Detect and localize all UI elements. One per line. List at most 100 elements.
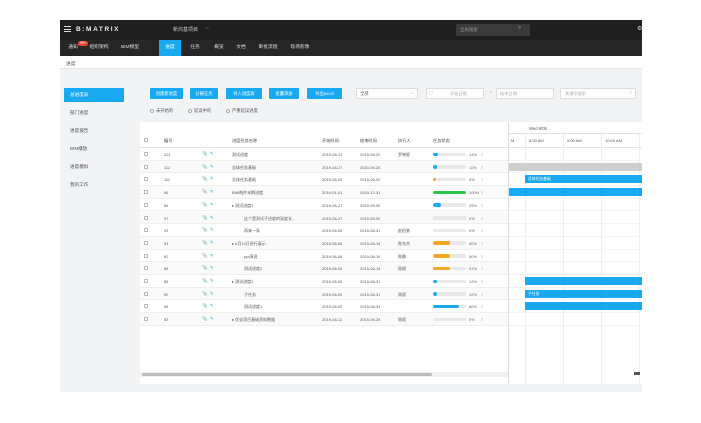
edit-icon[interactable]: ✎ — [210, 176, 214, 182]
sidebar-item-my-work[interactable]: 我的工作 — [70, 182, 89, 187]
row-checkbox[interactable] — [144, 317, 148, 322]
attachment-icon[interactable]: 📎 — [202, 239, 208, 245]
gantt-bar[interactable] — [525, 302, 642, 311]
import-schedule-button[interactable]: 导入进度表 — [226, 88, 262, 99]
keyword-search-input[interactable]: 关键字搜索 ○ — [560, 88, 636, 99]
sidebar-item-bim-play[interactable]: BIM播放 — [70, 146, 88, 151]
row-menu-icon[interactable]: ≡ — [481, 164, 484, 170]
filter-not-started[interactable]: 未开始的 — [150, 108, 173, 114]
start-date-input[interactable]: ▢ 开始日期 — [426, 88, 484, 99]
col-header-name[interactable]: 进度任务名称 — [232, 138, 258, 143]
table-row[interactable]: 83 📎 ✎ ▸ 优化项目基础资料数据 2019-06-12 2019-06-28 周斌 0%… — [140, 313, 508, 326]
col-header-owner[interactable]: 执行人 — [398, 138, 411, 143]
attachment-icon[interactable]: 📎 — [202, 163, 208, 169]
row-checkbox[interactable] — [144, 177, 148, 182]
attachment-icon[interactable]: 📎 — [202, 151, 208, 156]
nav-item-site-images[interactable]: 现场影像 — [290, 45, 310, 50]
nav-item-notifications[interactable]: 通知 99+ — [64, 40, 88, 56]
row-menu-icon[interactable]: ≡ — [481, 291, 484, 297]
create-schedule-button[interactable]: 创建新进度 — [150, 88, 183, 99]
attachment-icon[interactable]: 📎 — [202, 201, 208, 207]
table-row[interactable]: 92 📎 ✎ ppt演说 2019-06-08 2019-06-18 陈鹏 50% ≡ — [140, 250, 508, 263]
edit-icon[interactable]: ✎ — [210, 189, 214, 195]
col-header-end[interactable]: 结束时间 — [360, 138, 377, 143]
scrollbar-thumb[interactable] — [142, 373, 432, 376]
attachment-icon[interactable]: 📎 — [202, 176, 208, 182]
table-row[interactable]: 96 📎 ✎ BIM构件末期进度 2019-01-01 2019-12-31 100% ≡ — [140, 186, 508, 199]
row-menu-icon[interactable]: ≡ — [481, 266, 484, 272]
clear-search-icon[interactable]: ○ — [628, 90, 632, 96]
row-checkbox[interactable] — [144, 279, 148, 283]
table-row[interactable]: 221 📎 ✎ 测试进度 2019-06-21 2019-06-29 罗晓星 14% ≡ — [140, 148, 508, 161]
attachment-icon[interactable]: 📎 — [202, 189, 208, 195]
sidebar-item-simulation[interactable]: 进度模拟 — [70, 164, 89, 169]
sidebar-item-master-schedule[interactable]: 总进度表 — [64, 88, 124, 102]
nav-item-tasks[interactable]: 任务 — [190, 45, 200, 50]
row-menu-icon[interactable]: ≡ — [481, 240, 484, 246]
row-checkbox[interactable] — [144, 291, 148, 296]
table-row[interactable]: 93 📎 ✎ 再来一条 2019-06-08 2019-08-31 赵伯勇 0% ≡ — [140, 224, 508, 237]
col-header-status[interactable]: 任务状态 — [433, 138, 450, 143]
nav-item-approval[interactable]: 审批流程 — [258, 45, 278, 50]
edit-icon[interactable]: ✎ — [210, 227, 214, 233]
row-menu-icon[interactable]: ≡ — [481, 202, 484, 208]
attachment-icon[interactable]: 📎 — [202, 316, 208, 322]
nav-item-bim[interactable]: BIM模型 — [120, 45, 140, 50]
row-menu-icon[interactable]: ≡ — [481, 190, 484, 196]
select-all-checkbox[interactable] — [144, 138, 148, 142]
gantt-bar[interactable]: 总体任务基础 — [525, 175, 642, 184]
row-checkbox[interactable] — [144, 190, 148, 195]
search-icon[interactable]: ⌕ — [518, 25, 522, 31]
nav-item-org[interactable]: 组织架构 — [89, 45, 109, 50]
row-checkbox[interactable] — [144, 228, 148, 233]
attachment-icon[interactable]: 📎 — [202, 227, 208, 233]
table-row[interactable]: 86 📎 ✎ ▸ 测试进度3 2019-06-27 2019-09-05 25% ≡ — [140, 199, 508, 212]
sidebar-item-progress-report[interactable]: 进度报告 — [70, 128, 89, 133]
col-header-start[interactable]: 开始时间 — [322, 138, 339, 143]
edit-icon[interactable]: ✎ — [210, 214, 214, 220]
edit-icon[interactable]: ✎ — [210, 151, 214, 156]
edit-icon[interactable]: ✎ — [210, 316, 214, 322]
row-checkbox[interactable] — [144, 240, 148, 245]
table-row[interactable]: 90 📎 ✎ 子任务 2019-06-05 2019-08-31 周斌 12% ≡ — [140, 287, 508, 301]
edit-icon[interactable]: ✎ — [210, 265, 214, 271]
row-menu-icon[interactable]: ≡ — [481, 317, 484, 323]
export-excel-button[interactable]: 导出excel — [307, 88, 342, 99]
gantt-bar[interactable] — [525, 277, 642, 285]
row-checkbox[interactable] — [144, 202, 148, 207]
end-date-input[interactable]: 结束日期 — [496, 88, 554, 99]
nav-item-progress[interactable]: 进度 — [159, 40, 181, 56]
gantt-scroll-handle[interactable] — [634, 372, 640, 375]
row-menu-icon[interactable]: ≡ — [481, 152, 484, 157]
horizontal-scrollbar[interactable] — [140, 372, 508, 377]
table-row[interactable]: 88 📎 ✎ 测试进度2 2019-06-08 2019-06-18 周斌 51% ≡ — [140, 262, 508, 275]
attachment-icon[interactable]: 📎 — [202, 252, 208, 258]
filter-delayed[interactable]: 延误中的 — [188, 108, 211, 114]
edit-icon[interactable]: ✎ — [210, 278, 214, 283]
hamburger-menu-icon[interactable] — [64, 26, 71, 32]
edit-icon[interactable]: ✎ — [210, 252, 214, 258]
filter-severely-delayed[interactable]: 严重延误进度 — [226, 108, 258, 114]
row-menu-icon[interactable]: ≡ — [481, 177, 484, 183]
table-row[interactable]: 112 📎 ✎ 总体任务基础 2019-06-27 2020-06-26 11% ≡ — [140, 160, 508, 174]
attachment-icon[interactable]: 📎 — [202, 290, 208, 296]
row-checkbox[interactable] — [144, 152, 148, 156]
table-row[interactable]: 85 📎 ✎ ▸ 测试进度2 2019-06-05 2019-08-31 12% ≡ — [140, 275, 508, 288]
gantt-bar[interactable] — [509, 188, 642, 197]
batch-add-button[interactable]: 批量添加 — [269, 88, 299, 99]
row-menu-icon[interactable]: ≡ — [481, 279, 484, 284]
gantt-bar[interactable]: 子任务 — [525, 289, 642, 298]
sidebar-item-dept-progress[interactable]: 部门进度 — [70, 110, 89, 115]
attachment-icon[interactable]: 📎 — [202, 303, 208, 309]
row-checkbox[interactable] — [144, 215, 148, 220]
gantt-bar[interactable] — [509, 162, 642, 171]
attachment-icon[interactable]: 📎 — [202, 214, 208, 220]
table-row[interactable]: 111 📎 ✎ 总体任务基础 2019-06-05 2019-06-09 8% ≡ — [140, 173, 508, 187]
row-menu-icon[interactable]: ≡ — [481, 215, 484, 221]
edit-icon[interactable]: ✎ — [210, 239, 214, 245]
row-checkbox[interactable] — [144, 266, 148, 271]
edit-icon[interactable]: ✎ — [210, 163, 214, 169]
col-header-id[interactable]: 编号 — [164, 138, 173, 143]
split-task-button[interactable]: 分解任务 — [190, 88, 218, 99]
edit-icon[interactable]: ✎ — [210, 201, 214, 207]
